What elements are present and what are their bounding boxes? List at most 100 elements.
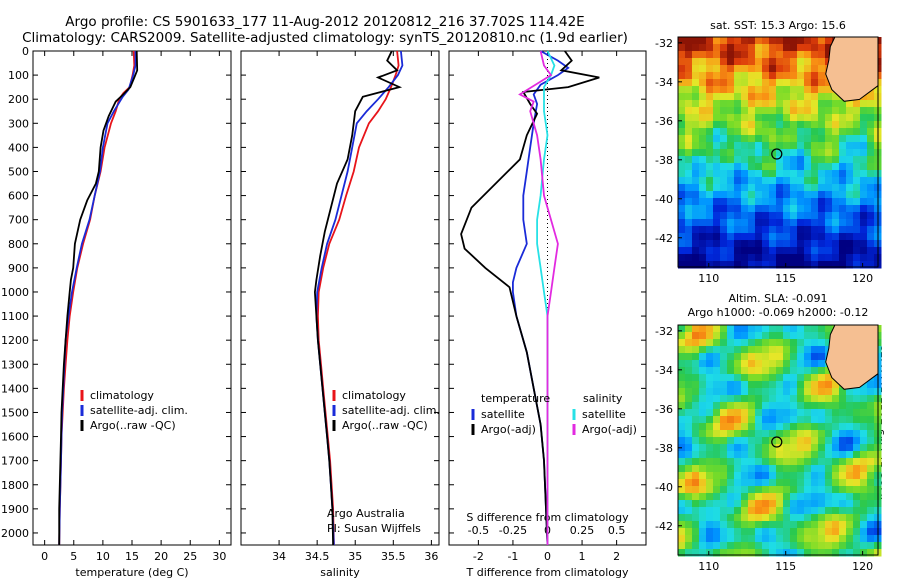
map-cell	[804, 325, 812, 333]
map-cell	[783, 444, 791, 452]
map-cell	[692, 507, 700, 515]
map-cell	[685, 409, 693, 417]
map-cell	[825, 437, 833, 445]
map-cell	[811, 240, 819, 248]
map-cell	[853, 423, 861, 431]
map-cell	[734, 451, 742, 459]
map-cell	[769, 191, 777, 199]
map-cell	[853, 128, 861, 136]
map-cell	[699, 332, 707, 340]
legend-entry: satellite-adj. clim.	[90, 404, 188, 417]
map-cell	[699, 486, 707, 494]
map-cell	[720, 163, 728, 171]
map-cell	[832, 395, 840, 403]
map-cell	[706, 514, 714, 522]
map-cell	[839, 416, 847, 424]
map-cell	[692, 86, 700, 94]
map-cell	[811, 360, 819, 368]
map-cell	[825, 121, 833, 129]
map-cell	[783, 374, 791, 382]
map-cell	[804, 114, 812, 122]
map-cell	[804, 451, 812, 459]
map-cell	[748, 128, 756, 136]
map-cell	[853, 416, 861, 424]
map-cell	[755, 135, 763, 143]
map-cell	[685, 402, 693, 410]
map-cell	[727, 198, 735, 206]
map-cell	[706, 542, 714, 550]
map-cell	[797, 51, 805, 59]
map-cell	[748, 44, 756, 52]
map-cell	[748, 514, 756, 522]
map-cell	[797, 374, 805, 382]
map-cell	[818, 325, 826, 333]
map-cell	[846, 437, 854, 445]
map-cell	[783, 388, 791, 396]
map-cell	[699, 65, 707, 73]
map-cell	[776, 247, 784, 255]
map-cell	[825, 388, 833, 396]
map-cell	[811, 493, 819, 501]
map-cell	[741, 514, 749, 522]
map-cell	[734, 430, 742, 438]
map-cell	[846, 219, 854, 227]
map-cell	[832, 142, 840, 150]
map-cell	[797, 549, 805, 557]
map-cell	[748, 184, 756, 192]
map-cell	[706, 226, 714, 234]
map-cell	[839, 226, 847, 234]
map-cell	[762, 240, 770, 248]
map-cell	[713, 388, 721, 396]
map-cell	[741, 423, 749, 431]
map-cell	[727, 86, 735, 94]
map-cell	[720, 121, 728, 129]
map-cell	[839, 247, 847, 255]
map-cell	[769, 233, 777, 241]
map-cell	[713, 254, 721, 262]
map-cell	[797, 65, 805, 73]
map-cell	[825, 128, 833, 136]
map-cell	[860, 135, 868, 143]
map-cell	[783, 437, 791, 445]
map-cell	[832, 219, 840, 227]
map-cell	[678, 198, 686, 206]
map-cell	[685, 381, 693, 389]
map-cell	[734, 135, 742, 143]
map-cell	[678, 184, 686, 192]
map-cell	[720, 409, 728, 417]
panel-annotation: Argo Australia	[327, 507, 405, 520]
map-cell	[713, 416, 721, 424]
map-cell	[818, 163, 826, 171]
map-cell	[720, 388, 728, 396]
map-cell	[692, 514, 700, 522]
map-cell	[685, 528, 693, 536]
map-cell	[692, 451, 700, 459]
map-cell	[811, 107, 819, 115]
map-cell	[832, 549, 840, 557]
map-cell	[769, 261, 777, 269]
y-tick-label: 1400	[1, 382, 29, 395]
map-cell	[692, 58, 700, 66]
map-cell	[748, 37, 756, 45]
map-cell	[748, 170, 756, 178]
map-cell	[783, 528, 791, 536]
map-cell	[720, 72, 728, 80]
map-cell	[804, 128, 812, 136]
salinity-panel: 34 34.5 35 35.5 36salinityclimatologysatelli…	[240, 50, 440, 579]
map-cell	[741, 93, 749, 101]
map-cell	[804, 458, 812, 466]
map-cell	[678, 514, 686, 522]
map-cell	[755, 37, 763, 45]
map-cell	[692, 479, 700, 487]
map-cell	[797, 325, 805, 333]
map-cell	[741, 219, 749, 227]
map-cell	[699, 219, 707, 227]
map-cell	[846, 156, 854, 164]
map-cell	[755, 486, 763, 494]
map-cell	[699, 100, 707, 108]
map-cell	[846, 542, 854, 550]
map-cell	[825, 374, 833, 382]
legend-title: salinity	[583, 392, 623, 405]
map-cell	[818, 360, 826, 368]
map-cell	[727, 360, 735, 368]
